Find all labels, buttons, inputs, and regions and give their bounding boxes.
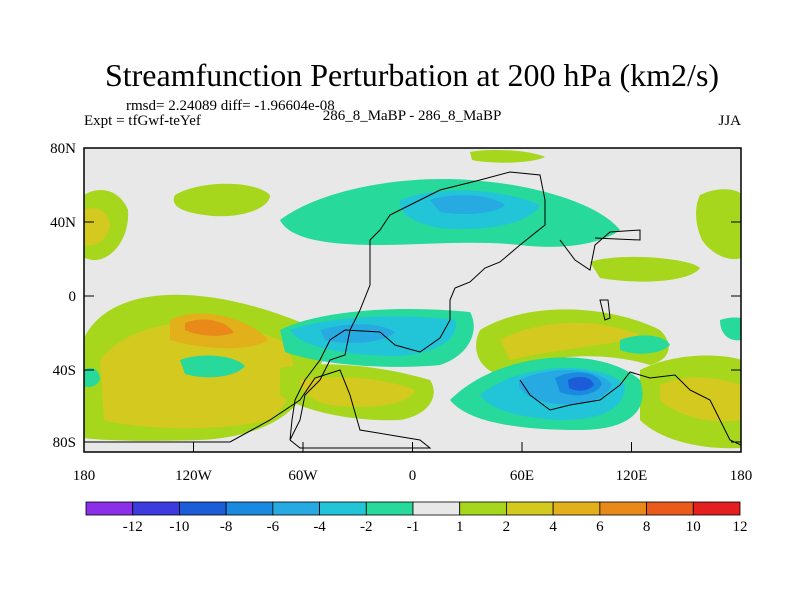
colorbar-tick-label: -12 (123, 519, 143, 535)
contour-fill (620, 335, 670, 354)
colorbar-swatch (319, 501, 367, 516)
colorbar-swatch (132, 501, 180, 516)
x-tick-label: 0 (409, 468, 417, 484)
colorbar-tick-label: -2 (360, 519, 373, 535)
colorbar-swatch (506, 501, 554, 516)
colorbar: -12 -10 -8 -6 -4 -2 -1 1 2 4 6 8 10 12 (85, 501, 748, 535)
x-tick-label: 120E (616, 468, 648, 484)
contour-fill (320, 324, 395, 344)
y-tick-label: 0 (69, 289, 77, 305)
chart-title: Streamfunction Perturbation at 200 hPa (… (105, 57, 719, 93)
contour-fill (300, 377, 415, 407)
stats-line: rmsd= 2.24089 diff= -1.96604e-08 (126, 98, 335, 114)
case-label: 286_8_MaBP - 286_8_MaBP (323, 108, 502, 124)
coastlines (84, 171, 741, 449)
colorbar-tick-label: 1 (456, 519, 464, 535)
colorbar-tick-label: 10 (686, 519, 701, 535)
contour-fill (500, 322, 640, 360)
colorbar-swatch (225, 501, 274, 516)
contour-fill (470, 149, 545, 163)
colorbar-tick-label: -4 (313, 519, 326, 535)
colorbar-swatch (646, 501, 694, 516)
colorbar-swatch (599, 501, 647, 516)
contour-fill (590, 256, 700, 282)
plot-area (84, 148, 741, 452)
contour-fill (696, 189, 741, 260)
x-tick-label: 180 (73, 468, 96, 484)
colorbar-swatch (272, 501, 320, 516)
x-tick-label: 60W (288, 468, 318, 484)
colorbar-tick-label: 6 (596, 519, 604, 535)
contour-fill (430, 195, 505, 214)
colorbar-swatch (552, 501, 601, 516)
contour-fill (84, 368, 100, 388)
colorbar-tick-label: 4 (549, 519, 557, 535)
y-tick-label: 40N (50, 215, 76, 231)
colorbar-tick-label: 2 (503, 519, 511, 535)
colorbar-swatch (692, 501, 741, 516)
colorbar-swatch (412, 501, 461, 516)
colorbar-swatch (459, 501, 507, 516)
colorbar-tick-label: -6 (267, 519, 280, 535)
colorbar-tick-label: -8 (220, 519, 233, 535)
colorbar-tick-label: -10 (169, 519, 189, 535)
season-label: JJA (718, 113, 741, 129)
x-tick-label: 180 (730, 468, 753, 484)
colorbar-swatch (85, 501, 134, 516)
y-tick-label: 80N (50, 141, 76, 157)
x-tick-label: 120W (175, 468, 213, 484)
contour-fill (660, 377, 741, 422)
colorbar-swatch (179, 501, 227, 516)
x-tick-label: 60E (510, 468, 534, 484)
contour-fill (84, 208, 110, 246)
y-tick-label: 80S (53, 435, 76, 451)
experiment-label: Expt = tfGwf-teYef (84, 113, 201, 129)
contour-fill (568, 376, 594, 391)
contour-fill (720, 317, 741, 341)
x-axis: 180 120W 60W 0 60E 120E 180 (73, 442, 753, 484)
contour-fill (173, 183, 270, 217)
colorbar-swatch (365, 501, 414, 516)
y-tick-label: 40S (53, 363, 76, 379)
contour-fill (185, 319, 234, 336)
colorbar-tick-label: -1 (407, 519, 420, 535)
y-axis: 80N 40N 0 40S 80S (50, 141, 741, 451)
colorbar-tick-label: 12 (733, 519, 748, 535)
contour-fill (180, 355, 245, 378)
colorbar-tick-label: 8 (643, 519, 651, 535)
